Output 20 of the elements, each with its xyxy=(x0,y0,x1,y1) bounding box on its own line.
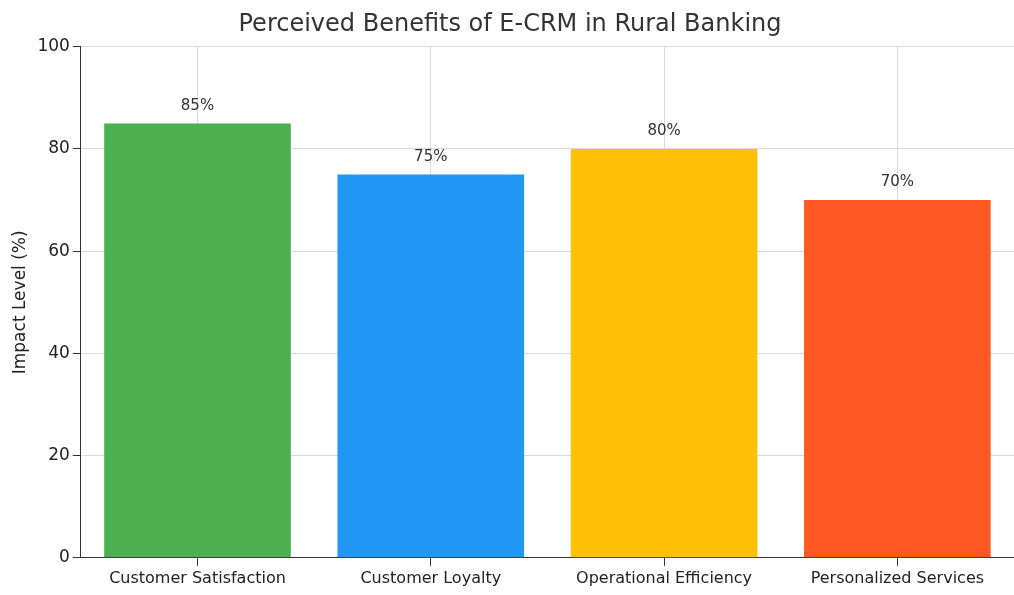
y-tick-label: 0 xyxy=(59,546,70,567)
y-axis-title: Impact Level (%) xyxy=(8,230,29,375)
x-tick-label: Operational Efficiency xyxy=(576,567,753,587)
y-tick-label: 80 xyxy=(48,137,70,158)
data-label: 70% xyxy=(880,172,915,191)
x-tick-label: Customer Satisfaction xyxy=(109,567,286,587)
bar xyxy=(570,149,758,558)
data-label: 75% xyxy=(414,146,448,165)
y-tick-label: 100 xyxy=(37,35,70,56)
x-tick-label: Customer Loyalty xyxy=(360,567,502,587)
data-label: 80% xyxy=(647,121,681,140)
y-tick-label: 20 xyxy=(48,444,70,465)
y-tick-label: 40 xyxy=(48,341,70,362)
bar xyxy=(104,123,291,558)
bar xyxy=(804,200,991,558)
data-label: 85% xyxy=(180,95,215,114)
chart-title: Perceived Benefits of E-CRM in Rural Banking xyxy=(238,8,782,37)
y-tick-label: 60 xyxy=(48,239,70,260)
bar xyxy=(337,174,525,558)
x-tick-label: Personalized Services xyxy=(810,567,985,587)
